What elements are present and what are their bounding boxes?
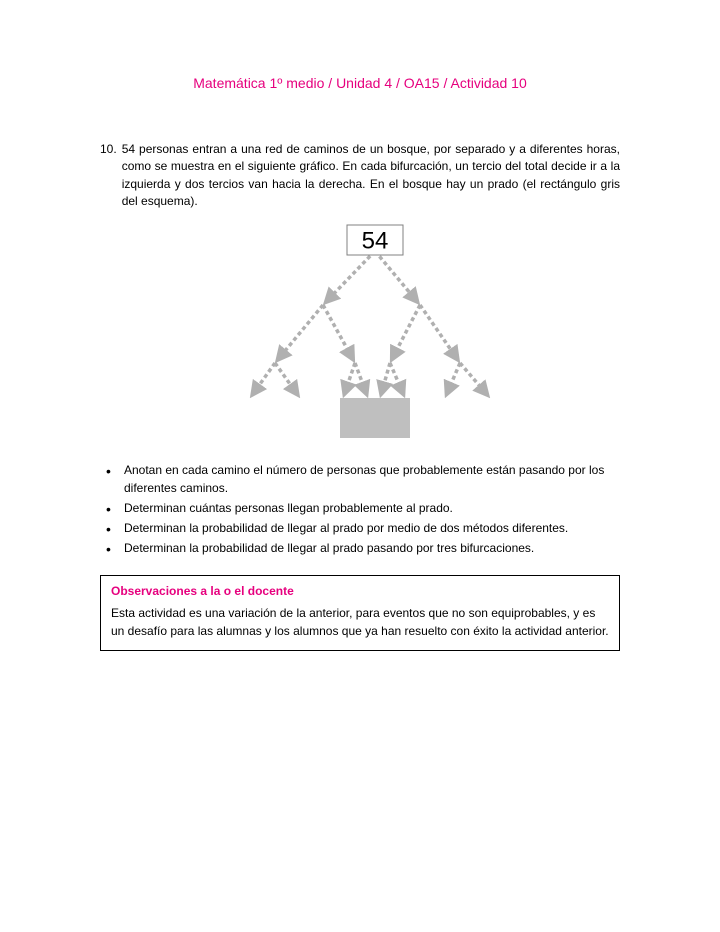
task-item: Determinan la probabilidad de llegar al … bbox=[100, 519, 620, 537]
task-item: Anotan en cada camino el número de perso… bbox=[100, 461, 620, 497]
tree-edge bbox=[253, 363, 275, 393]
tree-edge bbox=[382, 363, 390, 392]
page-title: Matemática 1º medio / Unidad 4 / OA15 / … bbox=[60, 75, 660, 91]
problem-block: 10. 54 personas entran a una red de cami… bbox=[100, 141, 620, 211]
tree-edge bbox=[447, 363, 460, 392]
tree-edge bbox=[345, 363, 355, 392]
observations-title: Observaciones a la o el docente bbox=[111, 582, 609, 600]
task-list: Anotan en cada camino el número de perso… bbox=[100, 461, 620, 557]
tree-edge bbox=[420, 305, 457, 358]
task-item: Determinan cuántas personas llegan proba… bbox=[100, 499, 620, 517]
start-label: 54 bbox=[362, 227, 389, 254]
tree-edge bbox=[375, 251, 416, 300]
observations-box: Observaciones a la o el docente Esta act… bbox=[100, 575, 620, 651]
tree-edge bbox=[355, 363, 366, 392]
tree-edge bbox=[275, 363, 297, 393]
tree-edge bbox=[279, 305, 323, 358]
problem-text: 54 personas entran a una red de caminos … bbox=[122, 141, 620, 211]
tree-diagram: 54 bbox=[60, 223, 660, 443]
observations-body: Esta actividad es una variación de la an… bbox=[111, 604, 609, 640]
tree-edge bbox=[327, 251, 375, 301]
tree-edge bbox=[390, 363, 403, 392]
tree-diagram-svg: 54 bbox=[205, 223, 515, 443]
tree-edge bbox=[323, 305, 352, 358]
tree-edge bbox=[460, 363, 486, 393]
task-item: Determinan la probabilidad de llegar al … bbox=[100, 539, 620, 557]
tree-edge bbox=[393, 305, 420, 358]
problem-number: 10. bbox=[100, 141, 117, 211]
prado-box bbox=[340, 398, 410, 438]
